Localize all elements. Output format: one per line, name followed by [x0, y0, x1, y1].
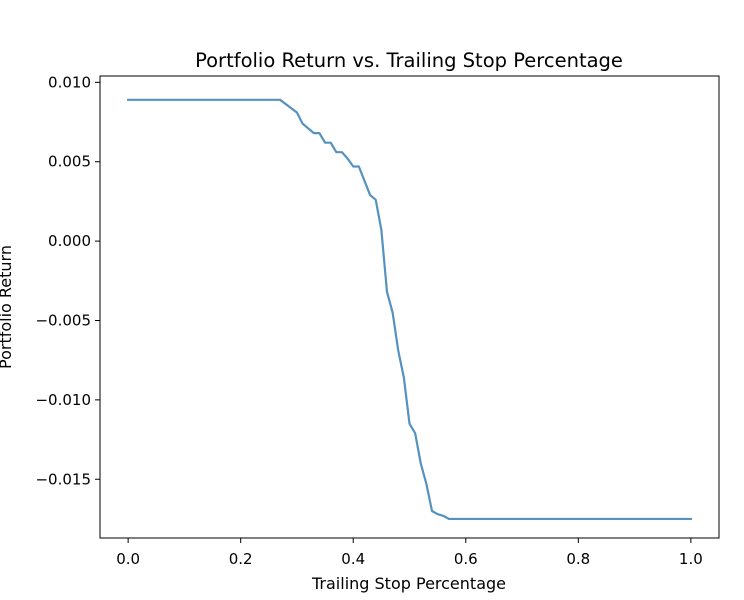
x-tick-label: 0.0	[116, 550, 140, 568]
x-tick-label: 0.8	[566, 550, 590, 568]
y-tick-label: −0.005	[35, 311, 91, 329]
axes-frame	[99, 75, 720, 539]
chart-title: Portfolio Return vs. Trailing Stop Perce…	[195, 49, 623, 72]
y-axis: 0.010 0.005 0.000 −0.005 −0.010 −0.015	[35, 73, 100, 488]
y-tick-label: −0.015	[35, 470, 91, 488]
y-tick-label: 0.005	[48, 153, 91, 171]
series-line	[127, 98, 692, 521]
y-tick-label: −0.010	[35, 391, 91, 409]
x-tick-label: 1.0	[679, 550, 703, 568]
x-tick-label: 0.6	[454, 550, 478, 568]
y-axis-label: Portfolio Return	[0, 245, 15, 369]
x-tick-label: 0.2	[229, 550, 253, 568]
y-tick-label: 0.010	[48, 73, 91, 91]
plot-area	[127, 98, 692, 521]
x-axis-label: Trailing Stop Percentage	[311, 574, 506, 593]
x-axis: 0.0 0.2 0.4 0.6 0.8 1.0	[116, 538, 703, 568]
y-tick-label: 0.000	[48, 232, 91, 250]
x-tick-label: 0.4	[341, 550, 365, 568]
